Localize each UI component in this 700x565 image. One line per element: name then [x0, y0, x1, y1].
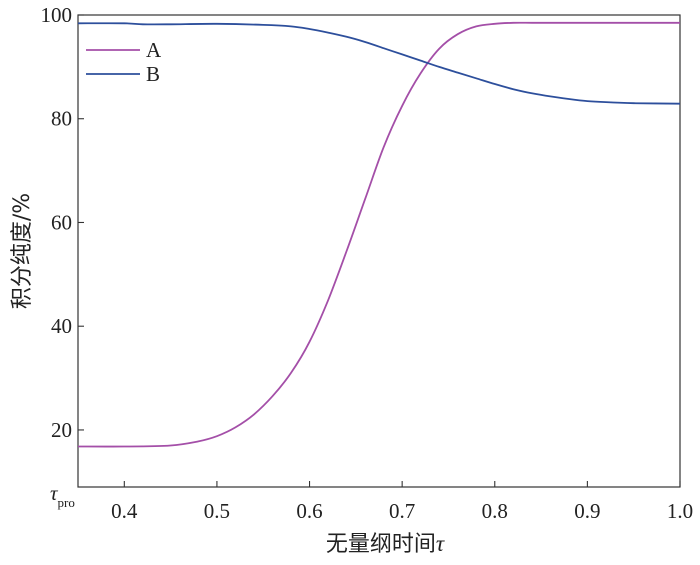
legend: A B — [86, 38, 162, 86]
x-tick-label: 0.6 — [296, 499, 322, 523]
x-tick-label: 0.7 — [389, 499, 415, 523]
x-tick-label: 1.0 — [667, 499, 693, 523]
series-lines — [77, 21, 681, 448]
legend-label-b: B — [146, 62, 160, 86]
x-tick-label: 0.9 — [574, 499, 600, 523]
x-axis-ticks: 0.4 0.5 0.6 0.7 0.8 0.9 1.0 — [111, 481, 693, 523]
x-tick-label: 0.4 — [111, 499, 138, 523]
series-line-b — [77, 22, 681, 105]
x-tick-label: 0.5 — [204, 499, 230, 523]
y-tick-label: 80 — [51, 107, 72, 131]
y-tick-label: 20 — [51, 418, 72, 442]
x-axis-start-label: τpro — [50, 481, 75, 510]
x-axis-title: 无量纲时间τ — [326, 531, 445, 557]
x-tick-label: 0.8 — [482, 499, 508, 523]
y-axis-ticks: 20 40 60 80 100 — [41, 3, 84, 442]
legend-label-a: A — [146, 38, 162, 62]
y-axis-title: 积分纯度/% — [10, 193, 35, 309]
y-tick-label: 40 — [51, 314, 72, 338]
plot-frame — [77, 14, 681, 488]
y-tick-label: 100 — [41, 3, 73, 27]
y-tick-label: 60 — [51, 210, 72, 234]
series-line-a — [77, 21, 680, 448]
